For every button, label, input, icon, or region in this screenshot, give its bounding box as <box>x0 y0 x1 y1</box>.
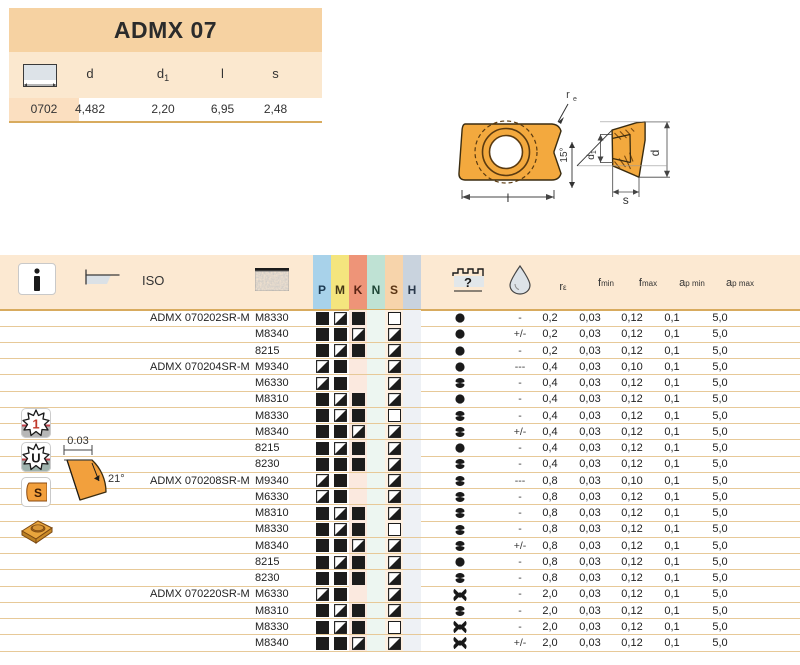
svg-text:?: ? <box>464 275 472 290</box>
svg-text:U: U <box>31 451 40 466</box>
svg-text:21°: 21° <box>108 473 125 485</box>
svg-text:1: 1 <box>32 417 39 432</box>
svg-text:0.03: 0.03 <box>67 435 88 447</box>
svg-text:l: l <box>507 191 510 205</box>
svg-text:d: d <box>648 150 662 157</box>
svg-text:15°: 15° <box>559 147 570 162</box>
svg-text:r: r <box>566 89 570 101</box>
svg-text:s: s <box>623 193 629 207</box>
svg-text:S: S <box>34 486 42 500</box>
svg-text:e: e <box>573 96 577 103</box>
